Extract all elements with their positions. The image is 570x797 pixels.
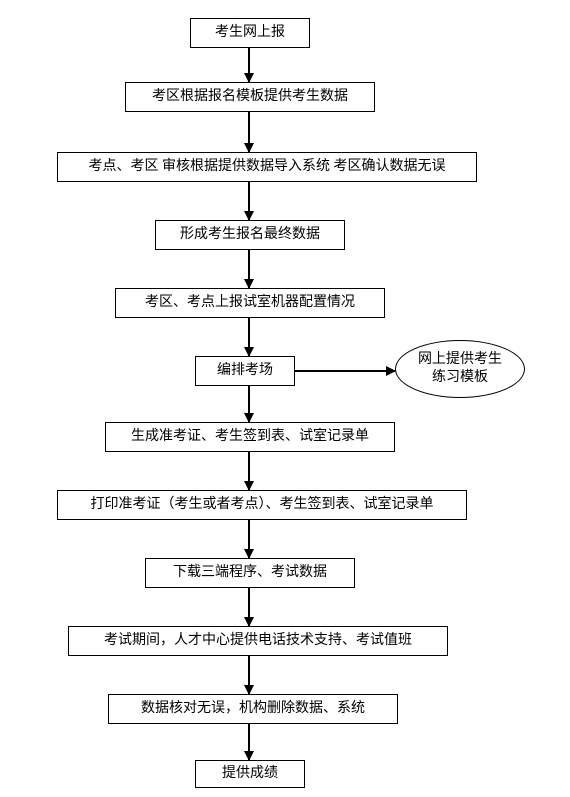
- edge-arrow: [248, 250, 250, 288]
- edge-arrow: [248, 386, 250, 422]
- node-step-11: 数据核对无误，机构删除数据、系统: [108, 694, 398, 724]
- node-label: 数据核对无误，机构删除数据、系统: [141, 700, 365, 718]
- node-template-ellipse: 网上提供考生 练习模板: [395, 340, 525, 398]
- edge-arrow: [248, 656, 250, 694]
- edge-arrow: [248, 452, 250, 490]
- node-step-6: 编排考场: [195, 356, 295, 386]
- edge-arrow: [248, 182, 250, 220]
- edge-arrow: [248, 112, 250, 152]
- node-label: 考试期间，人才中心提供电话技术支持、考试值班: [104, 632, 412, 650]
- edge-arrow: [295, 370, 395, 372]
- node-label: 考点、考区 审核根据提供数据导入系统 考区确认数据无误: [89, 158, 446, 176]
- node-label: 网上提供考生 练习模板: [418, 351, 502, 387]
- edge-arrow: [248, 588, 250, 626]
- node-step-7: 生成准考证、考生签到表、试室记录单: [105, 422, 395, 452]
- node-step-4: 形成考生报名最终数据: [155, 220, 345, 250]
- node-label: 考区、考点上报试室机器配置情况: [145, 294, 355, 312]
- node-label: 打印准考证（考生或者考点）、考生签到表、试室记录单: [91, 496, 434, 514]
- node-step-2: 考区根据报名模板提供考生数据: [125, 82, 375, 112]
- node-label: 提供成绩: [222, 765, 278, 783]
- node-step-5: 考区、考点上报试室机器配置情况: [115, 288, 385, 318]
- edge-arrow: [248, 48, 250, 82]
- node-label: 生成准考证、考生签到表、试室记录单: [131, 428, 369, 446]
- node-step-9: 下载三端程序、考试数据: [145, 558, 355, 588]
- node-step-8: 打印准考证（考生或者考点）、考生签到表、试室记录单: [57, 490, 467, 520]
- node-label: 编排考场: [217, 362, 273, 380]
- edge-arrow: [248, 318, 250, 356]
- node-step-1: 考生网上报: [190, 18, 310, 48]
- node-label: 下载三端程序、考试数据: [173, 564, 327, 582]
- node-step-10: 考试期间，人才中心提供电话技术支持、考试值班: [68, 626, 448, 656]
- node-label: 考生网上报: [215, 24, 285, 42]
- node-label: 考区根据报名模板提供考生数据: [152, 88, 348, 106]
- edge-arrow: [248, 724, 250, 760]
- node-step-12: 提供成绩: [195, 760, 305, 788]
- edge-arrow: [248, 520, 250, 558]
- node-step-3: 考点、考区 审核根据提供数据导入系统 考区确认数据无误: [57, 152, 477, 182]
- node-label: 形成考生报名最终数据: [180, 226, 320, 244]
